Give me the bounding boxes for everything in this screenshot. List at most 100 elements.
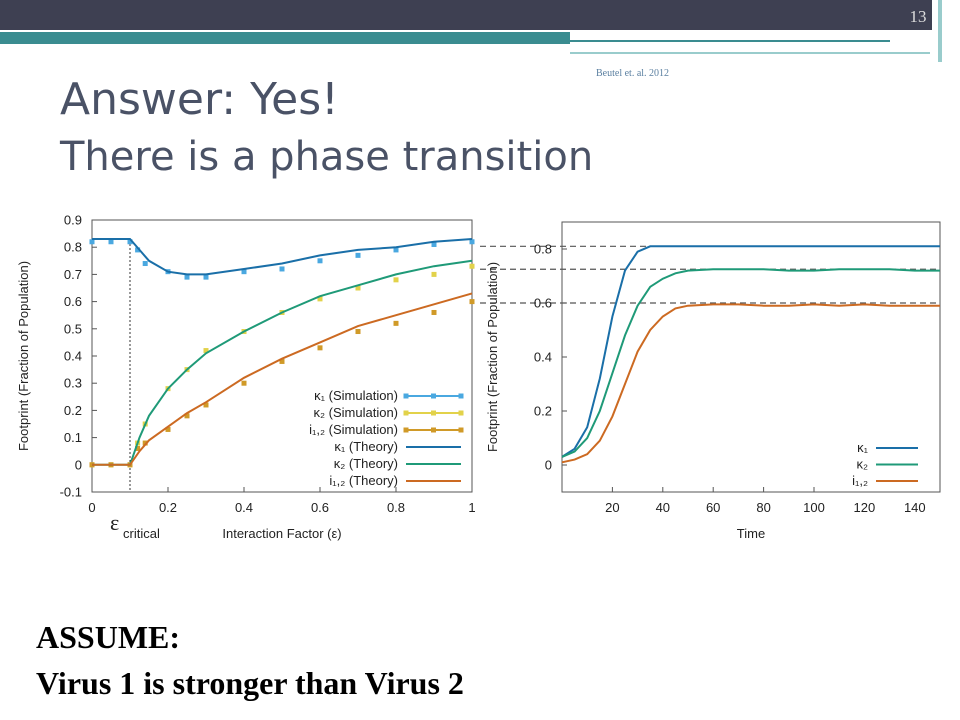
data-point	[355, 329, 361, 335]
series-line	[92, 238, 473, 276]
data-point	[393, 247, 399, 253]
x-tick-label: 40	[656, 500, 670, 515]
legend-label: κ₁	[857, 440, 869, 455]
y-tick-label: 0	[75, 457, 82, 472]
series-line	[561, 245, 940, 458]
data-point	[142, 440, 148, 446]
slide-number: 13	[910, 7, 927, 26]
data-point	[241, 269, 247, 275]
citation: Beutel et. al. 2012	[596, 68, 669, 79]
data-point	[108, 239, 114, 245]
y-tick-label: 0.7	[64, 267, 82, 282]
x-tick-label: 120	[854, 500, 876, 515]
y-tick-label: 0.4	[534, 350, 552, 365]
legend-marker	[403, 393, 409, 399]
header-line	[570, 52, 930, 54]
header-stripe	[0, 32, 570, 44]
statement: Virus 1 is stronger than Virus 2	[36, 665, 464, 701]
x-tick-label: 1	[468, 500, 475, 515]
y-tick-label: 0.8	[64, 240, 82, 255]
data-point	[203, 274, 209, 280]
data-point	[279, 358, 285, 364]
slide-subtitle: There is a phase transition	[59, 134, 593, 180]
y-tick-label: 0.6	[534, 296, 552, 311]
data-point	[127, 239, 133, 245]
data-point	[317, 296, 323, 302]
data-point	[469, 263, 475, 269]
x-tick-label: 20	[605, 500, 619, 515]
legend-label: i₁,₂ (Theory)	[329, 473, 398, 488]
legend-label: κ₂ (Simulation)	[313, 405, 398, 420]
y-tick-label: 0.2	[64, 403, 82, 418]
y-tick-label: 0.4	[64, 349, 82, 364]
y-tick-label: 0.5	[64, 321, 82, 336]
legend-label: κ₂ (Theory)	[334, 456, 398, 471]
x-tick-label: 140	[904, 500, 926, 515]
data-point	[393, 277, 399, 283]
legend-marker	[403, 410, 409, 416]
x-tick-label: 0.8	[387, 500, 405, 515]
y-tick-label: 0.6	[64, 294, 82, 309]
y-tick-label: 0	[545, 458, 552, 473]
legend-marker	[431, 393, 436, 399]
data-point	[393, 320, 399, 326]
data-point	[184, 413, 190, 419]
legend-marker	[458, 410, 464, 416]
header-bar	[0, 0, 932, 30]
series-line	[92, 292, 473, 466]
data-point	[431, 271, 437, 277]
data-point	[469, 239, 475, 245]
data-point	[431, 309, 437, 315]
data-point	[184, 274, 190, 280]
assume-label: ASSUME:	[36, 619, 180, 655]
series-line	[92, 259, 473, 466]
data-point	[135, 445, 141, 451]
legend-marker	[431, 427, 436, 433]
y-tick-label: 0.2	[534, 404, 552, 419]
data-point	[142, 261, 148, 267]
x-tick-label: 60	[706, 500, 720, 515]
data-point	[317, 258, 323, 264]
x-tick-label: 0.4	[235, 500, 253, 515]
data-point	[317, 345, 323, 351]
x-tick-label: 0.2	[159, 500, 177, 515]
x-tick-label: 80	[756, 500, 770, 515]
x-axis-label: Time	[737, 526, 765, 541]
y-tick-label: -0.1	[60, 485, 82, 500]
legend-marker	[431, 410, 436, 416]
data-point	[203, 348, 209, 354]
data-point	[203, 402, 209, 408]
slide-title: Answer: Yes!	[60, 74, 339, 125]
series-line	[561, 268, 940, 458]
data-point	[241, 380, 247, 386]
data-point	[165, 426, 171, 432]
x-tick-label: 0	[88, 500, 95, 515]
legend-marker	[403, 427, 409, 433]
x-tick-label: 100	[803, 500, 825, 515]
legend-label: i₁,₂ (Simulation)	[309, 422, 398, 437]
data-point	[89, 239, 95, 245]
x-axis-label: Interaction Factor (ε)	[222, 526, 341, 541]
header-line-vertical	[938, 0, 942, 62]
data-point	[469, 299, 475, 305]
y-tick-label: 0.9	[64, 213, 82, 228]
data-point	[355, 252, 361, 258]
series-line	[561, 303, 940, 464]
legend-marker	[458, 393, 464, 399]
annotation-subscript: critical	[123, 526, 160, 541]
y-tick-label: 0.8	[534, 242, 552, 257]
data-point	[431, 241, 437, 247]
y-axis-label: Footprint (Fraction of Population)	[485, 262, 500, 452]
data-point	[355, 285, 361, 291]
header-stripe-thin	[570, 40, 890, 42]
y-axis-label: Footprint (Fraction of Population)	[16, 261, 31, 451]
legend-label: κ₁ (Simulation)	[314, 388, 398, 403]
legend-label: κ₁ (Theory)	[334, 439, 398, 454]
x-tick-label: 0.6	[311, 500, 329, 515]
data-point	[135, 247, 141, 253]
data-point	[279, 266, 285, 272]
legend-label: i₁,₂	[852, 473, 868, 488]
y-tick-label: 0.1	[64, 430, 82, 445]
